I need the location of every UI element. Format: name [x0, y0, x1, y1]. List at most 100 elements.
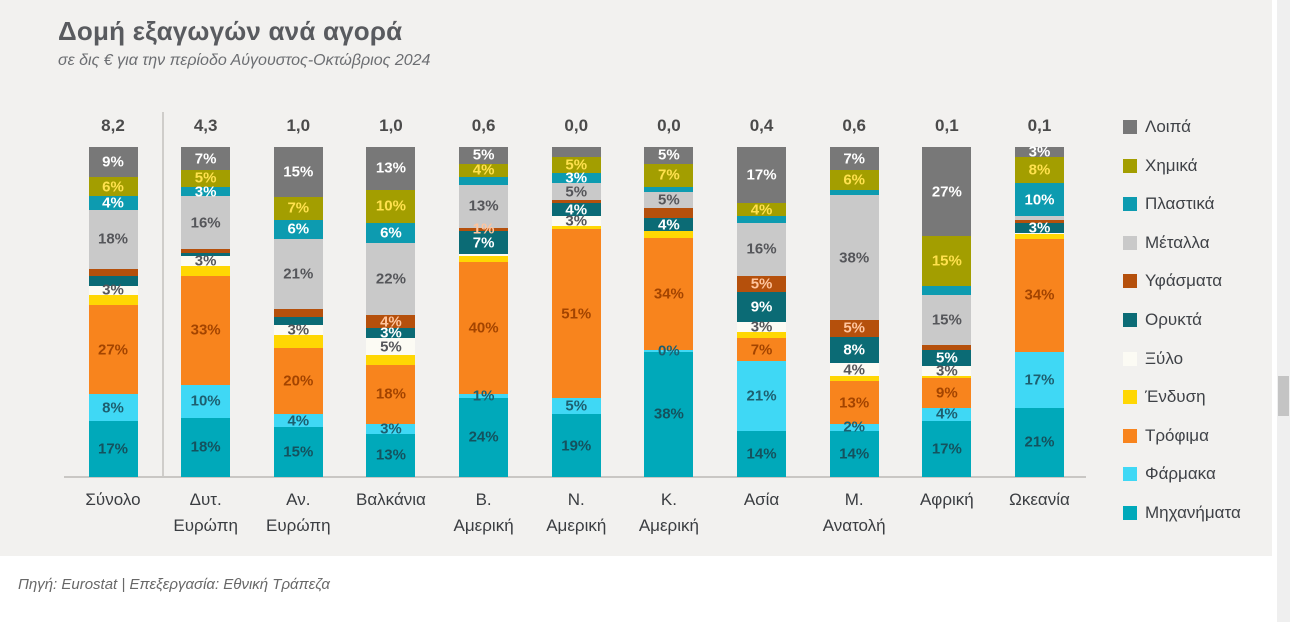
legend-item-endysi: Ένδυση: [1123, 387, 1206, 407]
bar-segment-trofima-4: 40%: [459, 262, 509, 395]
bar-segment-loipa-3: 13%: [366, 147, 416, 190]
bar-segment-endysi-9: [922, 376, 972, 378]
bar-segment-ksylo-1: 3%: [181, 253, 231, 268]
segment-value-label: 5%: [565, 183, 588, 201]
bar-segment-plastika-1: 3%: [181, 184, 231, 199]
segment-value-label: 15%: [931, 252, 962, 270]
segment-value-label: 5%: [658, 191, 680, 209]
segment-value-label: 9%: [102, 153, 124, 171]
segment-value-label: 16%: [190, 214, 221, 232]
bar-segment-loipa-4: 5%: [459, 146, 509, 164]
legend-label-loipa: Λοιπά: [1145, 117, 1191, 136]
segment-value-label: 6%: [287, 220, 310, 238]
bar-segment-orykta-1: [181, 252, 231, 256]
legend-chip-loipa: [1123, 120, 1137, 134]
bar-segment-orykta-0: [88, 275, 138, 286]
segment-value-label: 4%: [750, 201, 773, 219]
segment-value-label: 21%: [746, 387, 777, 405]
bar-segment-farmaka-5: 5%: [551, 397, 601, 415]
bar-segment-mixanimata-2: 15%: [273, 427, 323, 477]
bar-column-7: 17% 4% 16% 5% 9% 3% 7% 21% 14%: [737, 147, 787, 477]
bar-segment-endysi-5: [551, 226, 601, 230]
bar-segment-metalla-1: 16%: [181, 196, 231, 250]
segment-value-label: 4%: [658, 216, 680, 234]
bar-segment-metalla-7: 16%: [737, 222, 787, 276]
segment-value-label: 8%: [102, 399, 124, 417]
bar-segment-loipa-5: [551, 147, 601, 157]
bar-total-8: 0,6: [842, 116, 866, 135]
segment-value-label: 40%: [468, 319, 499, 337]
segment-value-label: 4%: [843, 361, 866, 379]
bar-segment-loipa-2: 15%: [273, 147, 323, 197]
bar-segment-trofima-5: 51%: [551, 229, 601, 398]
bar-segment-endysi-4: [459, 255, 509, 263]
legend-chip-trofima: [1123, 428, 1137, 443]
segment-value-label: 15%: [283, 443, 314, 461]
segment-value-label: 14%: [839, 445, 870, 463]
bar-segment-ksylo-0: 3%: [88, 283, 138, 298]
segment-value-label: 21%: [283, 265, 314, 283]
bar-segment-plastika-0: 4%: [88, 196, 138, 211]
segment-value-label: 7%: [750, 341, 773, 359]
scrollbar-thumb[interactable]: [1278, 376, 1289, 416]
x-axis-label-3: Βαλκάνια: [355, 490, 426, 509]
bar-segment-loipa-6: 5%: [644, 146, 694, 164]
bar-segment-ximika-8: 6%: [829, 170, 879, 190]
bar-segment-orykta-4: 7%: [459, 231, 509, 255]
segment-value-label: 5%: [658, 146, 680, 164]
segment-value-label: 38%: [653, 405, 684, 423]
segment-value-label: 5%: [472, 146, 495, 164]
x-axis-label-7: Ασία: [743, 490, 780, 509]
segment-value-label: 20%: [283, 372, 314, 390]
bar-segment-ximika-7: 4%: [737, 201, 787, 219]
bar-column-2: 15% 7% 6% 21% 3% 20% 4% 15%: [273, 147, 323, 477]
segment-value-label: 6%: [380, 224, 402, 242]
segment-value-label: 17%: [746, 166, 777, 184]
segment-value-label: 3%: [565, 169, 588, 187]
bar-segment-ximika-6: 7%: [644, 163, 694, 187]
legend-label-endysi: Ένδυση: [1145, 387, 1206, 407]
bar-segment-endysi-6: [644, 231, 694, 238]
bar-segment-ximika-3: 10%: [366, 189, 416, 223]
bar-segment-farmaka-9: 4%: [922, 407, 972, 422]
bar-segment-ksylo-7: 3%: [737, 319, 787, 334]
bar-segment-ximika-5: 5%: [551, 156, 601, 174]
legend-label-ksylo: Ξύλο: [1145, 348, 1184, 368]
bar-total-2: 1,0: [286, 116, 311, 135]
bar-segment-orykta-3: 3%: [366, 324, 416, 342]
segment-value-label: 8%: [843, 341, 866, 359]
segment-value-label: 18%: [375, 385, 406, 403]
segment-value-label: 24%: [468, 428, 499, 446]
bar-segment-endysi-3: [366, 354, 416, 365]
legend-item-farmaka: Φάρμακα: [1123, 464, 1216, 484]
bar-segment-trofima-2: 20%: [273, 348, 323, 415]
bar-column-1: 7% 5% 3% 16% 3% 33% 10% 18%: [181, 147, 231, 477]
bar-segment-ksylo-2: 3%: [273, 323, 323, 338]
bar-segment-mixanimata-10: 21%: [1015, 407, 1064, 477]
segment-value-label: 6%: [843, 171, 866, 189]
segment-value-label: 3%: [380, 324, 402, 342]
bar-total-5: 0,0: [564, 116, 589, 135]
bar-segment-plastika-9: [922, 285, 972, 296]
bar-segment-metalla-4: 13%: [459, 184, 509, 228]
bar-segment-ximika-2: 7%: [273, 196, 323, 220]
bar-segment-metalla-0: 18%: [88, 209, 138, 270]
bar-column-10: 3% 8% 10% 3% 34% 17% 21%: [1015, 144, 1064, 477]
bar-column-4: 5% 4% 13% 1% 7% 40% 1% 24%: [459, 146, 509, 477]
legend-item-ximika: Χημικά: [1123, 156, 1198, 176]
bar-total-1: 4,3: [193, 116, 218, 135]
bar-segment-plastika-10: 10%: [1015, 183, 1064, 217]
x-axis-label-10: Ωκεανία: [1009, 490, 1070, 509]
segment-value-label: 5%: [194, 169, 217, 187]
segment-value-label: 9%: [750, 298, 773, 316]
legend-label-trofima: Τρόφιμα: [1145, 425, 1209, 445]
legend-chip-ksylo: [1123, 351, 1137, 366]
legend-label-farmaka: Φάρμακα: [1145, 464, 1216, 484]
segment-value-label: 4%: [380, 313, 402, 331]
segment-value-label: 0%: [658, 342, 680, 360]
bar-segment-orykta-2: [273, 316, 323, 326]
segment-value-label: 33%: [190, 321, 221, 339]
bar-segment-mixanimata-3: 13%: [366, 434, 416, 477]
bar-total-7: 0,4: [749, 116, 774, 135]
